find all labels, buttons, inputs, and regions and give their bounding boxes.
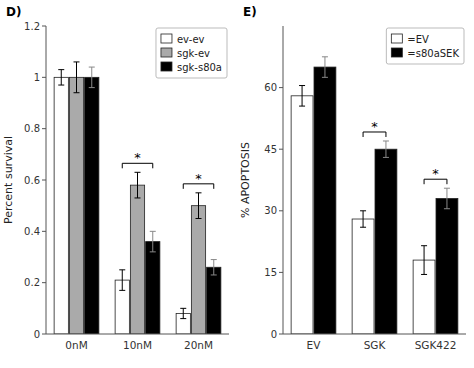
bar <box>146 242 160 334</box>
y-tick <box>279 87 283 88</box>
annotation: * <box>432 166 439 181</box>
y-tick <box>42 334 46 335</box>
bar <box>207 267 221 334</box>
error-bar <box>383 141 389 157</box>
plot-area <box>54 62 221 334</box>
error-bar <box>299 86 305 107</box>
annotation: * <box>134 150 141 165</box>
bar <box>69 77 83 334</box>
bar <box>85 77 99 334</box>
y-tick <box>42 282 46 283</box>
error-bar <box>150 231 156 252</box>
plot-area <box>291 57 458 334</box>
legend-label: =EV <box>407 34 429 45</box>
y-tick-label: 45 <box>264 144 277 155</box>
y-label: Percent survival <box>2 136 15 224</box>
bar <box>191 206 205 334</box>
legend-label: ev-ev <box>177 34 205 45</box>
error-bar <box>444 188 450 209</box>
x-tick-label: SGK422 <box>415 339 457 351</box>
y-tick-label: 0 <box>34 329 40 340</box>
legend-swatch <box>161 48 172 57</box>
y-tick <box>42 128 46 129</box>
y-label: % APOPTOSIS <box>239 142 252 218</box>
annotation: * <box>371 119 378 134</box>
error-bar <box>119 270 125 291</box>
legend: ev-ev sgk-ev sgk-s80a <box>156 28 227 78</box>
y-tick-label: 15 <box>264 267 277 278</box>
x-axis <box>283 334 466 335</box>
y-axis <box>283 26 284 334</box>
bar <box>436 198 458 334</box>
legend: =EV =s80aSEK <box>386 28 464 64</box>
error-bar <box>322 57 328 78</box>
y-tick-label: 0.4 <box>24 226 40 237</box>
x-tick-label: 20nM <box>184 339 213 351</box>
x-tick-label: SGK <box>364 339 387 351</box>
error-bar <box>360 211 366 227</box>
legend-frame <box>156 28 227 78</box>
error-bar <box>135 172 141 198</box>
bar <box>54 77 68 334</box>
y-tick <box>42 77 46 78</box>
y-tick <box>42 231 46 232</box>
legend-swatch <box>391 48 402 57</box>
legend-swatch <box>391 34 402 43</box>
y-tick <box>279 149 283 150</box>
legend-swatch <box>161 62 172 71</box>
y-tick <box>42 180 46 181</box>
y-axis <box>46 26 47 334</box>
y-tick-label: 1.2 <box>24 21 40 32</box>
y-tick-label: 1 <box>34 72 40 83</box>
bar <box>314 67 336 334</box>
y-tick <box>42 26 46 27</box>
y-tick <box>279 334 283 335</box>
x-axis <box>46 334 229 335</box>
bar <box>130 185 144 334</box>
panel: D) 0 0.2 0.4 0.6 0.8 1 1.2 Percent survival 0nM 10… <box>2 5 229 351</box>
legend-frame <box>386 28 464 64</box>
bar <box>375 149 397 334</box>
y-tick <box>279 210 283 211</box>
error-bar <box>421 246 427 275</box>
figure: D) 0 0.2 0.4 0.6 0.8 1 1.2 Percent survival 0nM 10… <box>0 0 474 368</box>
y-tick-label: 0.6 <box>24 175 40 186</box>
y-tick-label: 30 <box>264 205 277 216</box>
error-bar <box>196 193 202 219</box>
title: D) <box>6 5 21 19</box>
error-bar <box>58 70 64 85</box>
panel: E) 0 15 30 45 60 % APOPTOSIS EV SGK SGK422 * * =EV =s… <box>239 5 466 351</box>
legend-label: =s80aSEK <box>407 48 459 59</box>
y-tick-label: 0.2 <box>24 277 40 288</box>
bar <box>352 219 374 334</box>
legend-label: sgk-s80a <box>177 62 222 73</box>
y-tick-label: 60 <box>264 82 277 93</box>
x-tick-label: 0nM <box>65 339 87 351</box>
y-tick <box>279 272 283 273</box>
annotation: * <box>195 171 202 186</box>
error-bar <box>211 260 217 275</box>
x-tick-label: 10nM <box>123 339 152 351</box>
error-bar <box>89 67 95 88</box>
legend-swatch <box>161 34 172 43</box>
error-bar <box>180 308 186 318</box>
x-tick-label: EV <box>307 339 322 351</box>
bar <box>291 96 313 334</box>
y-tick-label: 0.8 <box>24 123 40 134</box>
error-bar <box>74 62 80 93</box>
y-tick-label: 0 <box>271 329 277 340</box>
title: E) <box>243 5 257 19</box>
legend-label: sgk-ev <box>177 48 210 59</box>
